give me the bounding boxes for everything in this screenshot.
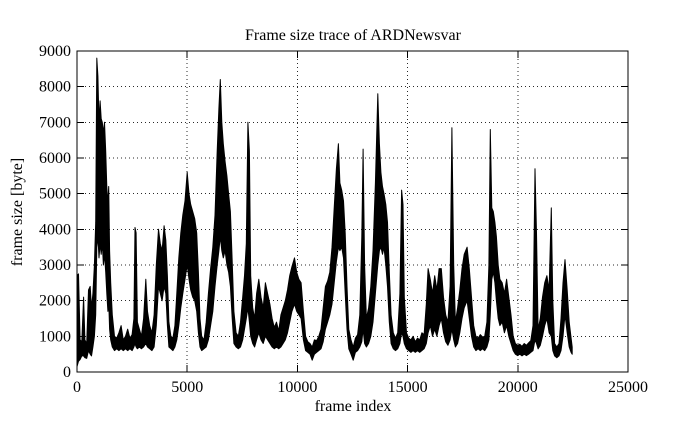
y-tick-label: 1000: [39, 328, 71, 345]
x-tick-label: 5000: [171, 379, 203, 396]
x-tick-label: 15000: [388, 379, 428, 396]
tick-labels: 0 5000 10000 15000 20000 25000 0 1000 2000 3000 40…: [39, 43, 648, 396]
y-tick-label: 5000: [39, 186, 71, 203]
y-tick-label: 8000: [39, 79, 71, 96]
y-tick-label: 9000: [39, 43, 71, 60]
chart-title: Frame size trace of ARDNewsvar: [245, 27, 462, 44]
y-axis-label: frame size [byte]: [9, 158, 26, 266]
x-tick-label: 0: [73, 379, 81, 396]
frame-size-trace: [76, 57, 573, 368]
y-tick-label: 2000: [39, 293, 71, 310]
plot-border: [76, 50, 629, 373]
y-tick-label: 4000: [39, 221, 71, 238]
x-tick-label: 10000: [277, 379, 317, 396]
y-tick-label: 3000: [39, 257, 71, 274]
y-tick-label: 7000: [39, 114, 71, 131]
y-tick-label: 6000: [39, 150, 71, 167]
x-tick-label: 20000: [498, 379, 538, 396]
x-axis-label: frame index: [315, 398, 392, 415]
y-tick-label: 0: [63, 364, 71, 381]
x-tick-label: 25000: [608, 379, 648, 396]
